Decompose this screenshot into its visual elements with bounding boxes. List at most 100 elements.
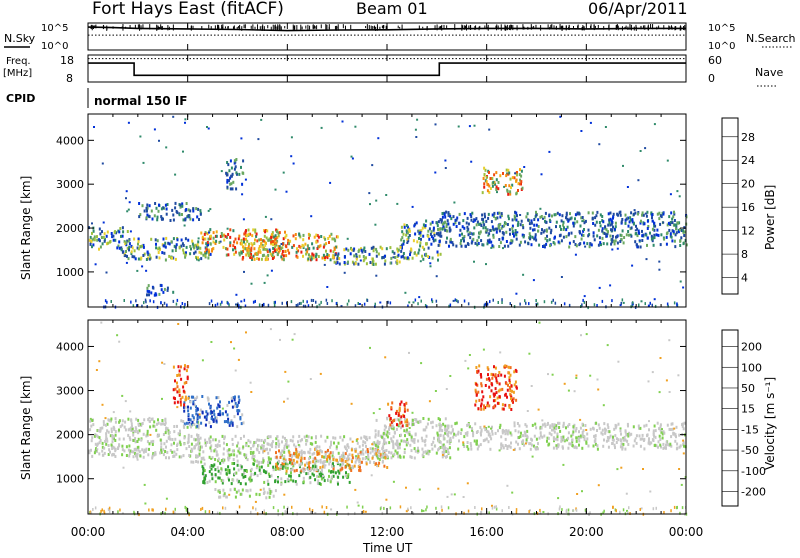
power-cell: [477, 235, 480, 239]
power-cell: [123, 240, 126, 244]
power-cell: [169, 219, 172, 222]
power-cell: [402, 252, 405, 255]
velocity-cell: [298, 451, 301, 455]
velocity-cell: [260, 439, 263, 442]
power-cell: [509, 190, 512, 194]
velocity-cell: [437, 448, 440, 452]
velocity-cell: [579, 418, 582, 421]
power-cell: [629, 216, 632, 220]
power-cell: [172, 218, 175, 222]
velocity-cell: [557, 443, 560, 447]
power-cell: [230, 166, 233, 170]
velocity-cell: [282, 460, 285, 463]
velocity-cell: [385, 449, 388, 452]
power-cell: [189, 217, 192, 221]
power-cell: [496, 227, 499, 231]
power-cell: [150, 237, 153, 241]
power-cell: [158, 246, 161, 250]
velocity-cell: [426, 505, 428, 509]
velocity-cell: [231, 442, 234, 446]
velocity-cell: [405, 428, 408, 432]
velocity-cell: [225, 443, 228, 447]
power-cell: [619, 304, 622, 307]
velocity-cell: [606, 423, 609, 427]
power-cell: [125, 190, 128, 193]
velocity-cell: [101, 508, 103, 512]
power-cell: [142, 245, 145, 249]
velocity-cell: [572, 430, 575, 434]
power-cell: [438, 228, 441, 232]
power-cell: [246, 239, 249, 243]
power-cell: [372, 259, 375, 263]
velocity-cell: [683, 421, 686, 425]
power-cell: [346, 237, 349, 240]
velocity-cell: [538, 321, 541, 324]
power-cell: [138, 202, 141, 205]
velocity-cell: [137, 423, 140, 427]
velocity-cell: [214, 468, 217, 472]
power-cell: [219, 302, 222, 306]
velocity-cell: [417, 446, 419, 450]
power-cell: [430, 230, 433, 234]
velocity-cell: [480, 407, 483, 411]
velocity-cell: [268, 474, 271, 478]
power-cell: [227, 301, 229, 305]
power-cell: [345, 247, 348, 251]
velocity-cell: [234, 495, 237, 499]
power-cell: [106, 300, 108, 304]
power-cell: [649, 301, 651, 305]
velocity-cell: [423, 440, 426, 443]
power-cell: [121, 234, 124, 238]
power-cell: [532, 279, 535, 282]
velocity-cell: [326, 435, 329, 439]
velocity-cell: [563, 382, 566, 385]
velocity-cell: [89, 510, 92, 514]
colorbar-tick-label: -50: [741, 444, 759, 457]
velocity-cell: [422, 417, 425, 420]
velocity-cell: [614, 446, 616, 450]
power-cell: [354, 304, 357, 308]
power-cell: [472, 220, 475, 223]
velocity-cell: [101, 426, 104, 430]
velocity-cell: [188, 445, 191, 448]
power-cell: [128, 201, 131, 204]
velocity-cell: [620, 432, 622, 436]
velocity-cell: [151, 417, 154, 421]
velocity-cell: [111, 447, 114, 450]
power-cell: [475, 223, 478, 227]
power-cell: [241, 193, 244, 196]
power-cell: [230, 182, 233, 186]
velocity-cell: [218, 444, 221, 448]
velocity-cell: [136, 446, 139, 450]
power-cell: [598, 221, 601, 224]
velocity-cell: [263, 469, 266, 473]
power-cell: [200, 251, 203, 255]
power-cell: [272, 246, 275, 250]
power-cell: [225, 236, 228, 239]
power-cell: [162, 206, 165, 210]
power-cell: [622, 241, 625, 245]
power-cell: [424, 254, 427, 257]
velocity-cell: [398, 409, 401, 413]
power-cell: [656, 228, 659, 232]
velocity-cell: [337, 441, 340, 445]
power-cell: [257, 257, 260, 261]
velocity-cell: [571, 444, 574, 448]
power-panel-frame: [87, 113, 687, 308]
power-cell: [343, 255, 346, 259]
velocity-cell: [127, 448, 130, 452]
power-cell: [545, 220, 548, 224]
power-cell: [494, 227, 497, 231]
velocity-cell: [203, 462, 206, 466]
power-cell: [570, 216, 573, 220]
velocity-cell: [192, 400, 195, 404]
power-cell: [197, 237, 200, 240]
velocity-cell: [383, 464, 386, 468]
velocity-cell: [245, 456, 248, 460]
power-cell: [469, 236, 472, 240]
power-cell: [447, 222, 450, 226]
velocity-cell: [281, 449, 284, 453]
velocity-cell: [656, 421, 659, 425]
velocity-cell: [216, 445, 219, 448]
colorbar-tick-label: 100: [741, 361, 762, 374]
